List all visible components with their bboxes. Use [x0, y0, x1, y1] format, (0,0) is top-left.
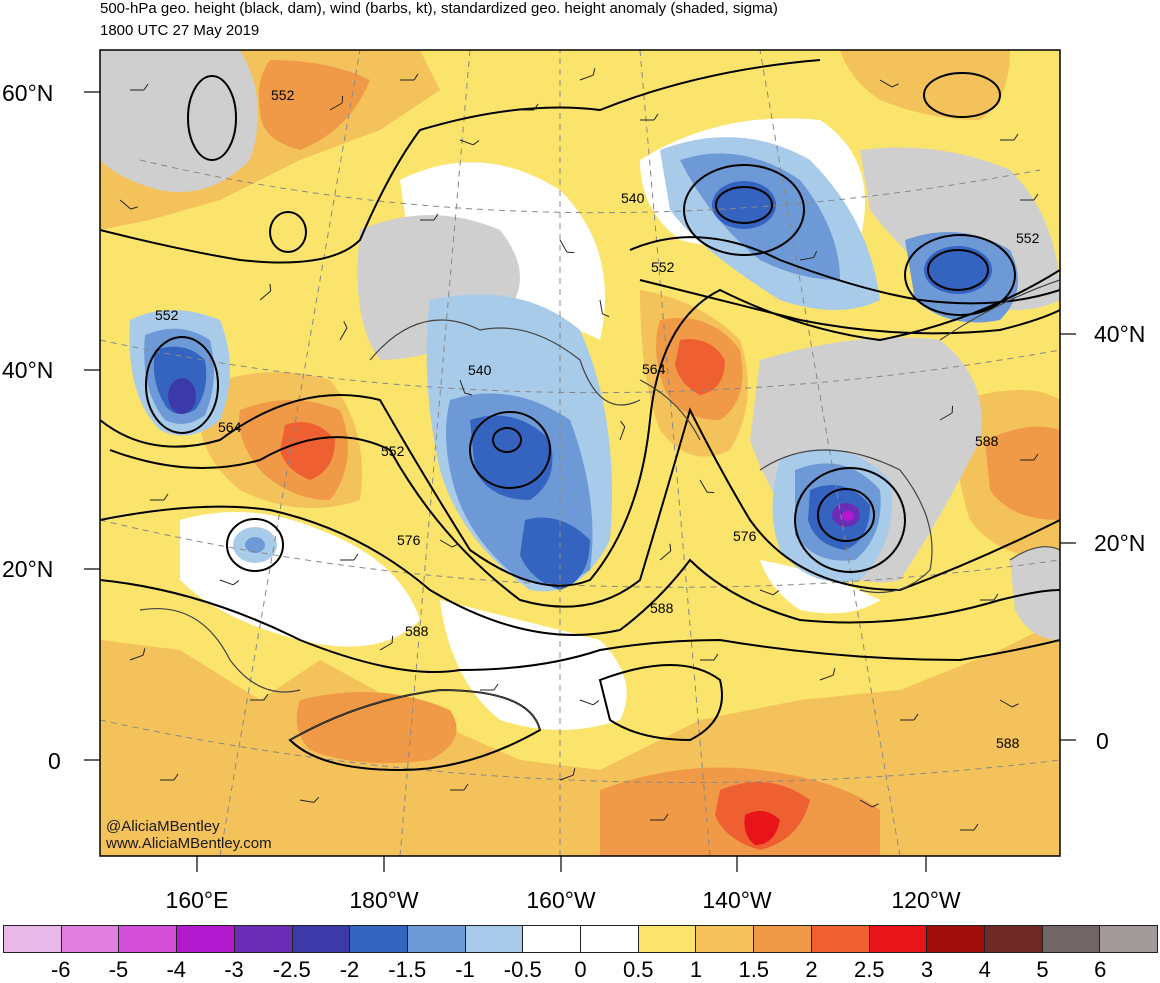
- colorbar-tick-label: 6: [1094, 957, 1107, 982]
- contour-label: 564: [642, 361, 666, 377]
- colorbar: [3, 925, 1158, 953]
- contour-label: 564: [218, 419, 242, 435]
- colorbar-tick-label: -0.5: [503, 957, 542, 982]
- height-contours: [100, 59, 1060, 772]
- graticule: [100, 50, 1060, 856]
- contour-label: 552: [271, 87, 295, 103]
- lat-label-right: 0: [1096, 728, 1109, 754]
- lat-label-left: 60°N: [2, 80, 54, 106]
- weather-map: 552 552 540 552 552 564 540 552 564 576 …: [84, 49, 1076, 872]
- credit-handle: @AliciaMBentley: [106, 818, 220, 835]
- colorbar-tick-label: -1: [455, 957, 475, 982]
- colorbar-swatch: [177, 926, 235, 952]
- lat-label-right: 20°N: [1094, 530, 1146, 556]
- contour-label: 588: [975, 433, 999, 449]
- lon-label: 160°W: [526, 887, 596, 913]
- colorbar-swatch: [696, 926, 755, 952]
- colorbar-tick-label: -3: [224, 957, 244, 982]
- map-frame: [99, 49, 1061, 857]
- lon-label: 140°W: [702, 887, 772, 913]
- colorbar-tick-label: -1.5: [388, 957, 427, 982]
- valid-time: 1800 UTC 27 May 2019: [100, 22, 260, 39]
- colorbar-swatch: [581, 926, 639, 952]
- colorbar-swatch: [754, 926, 812, 952]
- colorbar-tick-label: 2: [805, 957, 818, 982]
- contour-labels: 552 552 540 552 552 564 540 552 564 576 …: [155, 87, 1040, 751]
- colorbar-tick-label: 2.5: [853, 957, 885, 982]
- colorbar-tick-label: -4: [166, 957, 187, 982]
- chart-title: 500-hPa geo. height (black, dam), wind (…: [100, 0, 778, 17]
- colorbar-swatch: [984, 926, 1043, 952]
- colorbar-swatch: [523, 926, 582, 952]
- colorbar-swatch: [927, 926, 985, 952]
- colorbar-tick-label: 1: [689, 957, 703, 982]
- colorbar-swatch: [1100, 926, 1158, 952]
- contour-label: 552: [381, 443, 405, 459]
- colorbar-swatch: [350, 926, 408, 952]
- colorbar-tick-label: 4: [978, 957, 991, 982]
- anomaly-peak-region: [744, 811, 780, 845]
- colorbar-tick-label: 0: [574, 957, 587, 982]
- contour-label: 552: [1016, 230, 1040, 246]
- contour-label: 540: [468, 362, 492, 378]
- lat-label-left: 20°N: [2, 556, 54, 582]
- lat-label-right: 40°N: [1094, 321, 1146, 347]
- colorbar-tick-label: 5: [1036, 957, 1049, 982]
- colorbar-swatch: [4, 926, 62, 952]
- colorbar-swatch: [638, 926, 697, 952]
- colorbar-tick-label: -5: [108, 957, 129, 982]
- colorbar-tick-label: 3: [920, 957, 934, 982]
- map-plot-area: 552 552 540 552 552 564 540 552 564 576 …: [100, 50, 1060, 856]
- negative-anomaly-centers: [129, 137, 1018, 592]
- lon-label: 160°E: [165, 887, 229, 913]
- contour-label: 552: [155, 307, 179, 323]
- colorbar-swatch: [811, 926, 870, 952]
- credit-website: www.AliciaMBentley.com: [106, 835, 272, 852]
- axis-ticks: [84, 91, 1076, 872]
- colorbar-swatch: [119, 926, 178, 952]
- colorbar-tick-label: -6: [50, 957, 71, 982]
- colorbar-tick-label: -2: [339, 957, 360, 982]
- contour-label: 588: [996, 735, 1020, 751]
- lat-label-left: 0: [48, 748, 61, 774]
- colorbar-swatch: [234, 926, 293, 952]
- coastlines: [139, 279, 1060, 741]
- contour-label: 576: [397, 532, 421, 548]
- contour-label: 552: [651, 259, 675, 275]
- contour-label: 588: [650, 600, 674, 616]
- contour-label: 576: [733, 528, 757, 544]
- lat-label-left: 40°N: [2, 357, 54, 383]
- colorbar-swatch: [407, 926, 466, 952]
- colorbar-tick-label: 0.5: [622, 957, 654, 982]
- colorbar-tick-label: -2.5: [272, 957, 311, 982]
- colorbar-swatch: [292, 926, 351, 952]
- contour-label: 540: [621, 190, 645, 206]
- colorbar-swatch: [1042, 926, 1101, 952]
- colorbar-swatch: [869, 926, 928, 952]
- colorbar-swatch: [61, 926, 120, 952]
- lon-label: 120°W: [891, 887, 961, 913]
- colorbar-tick-label: 1.5: [738, 957, 770, 982]
- lon-label: 180°W: [349, 887, 419, 913]
- colorbar-swatch: [465, 926, 524, 952]
- contour-label: 588: [405, 623, 429, 639]
